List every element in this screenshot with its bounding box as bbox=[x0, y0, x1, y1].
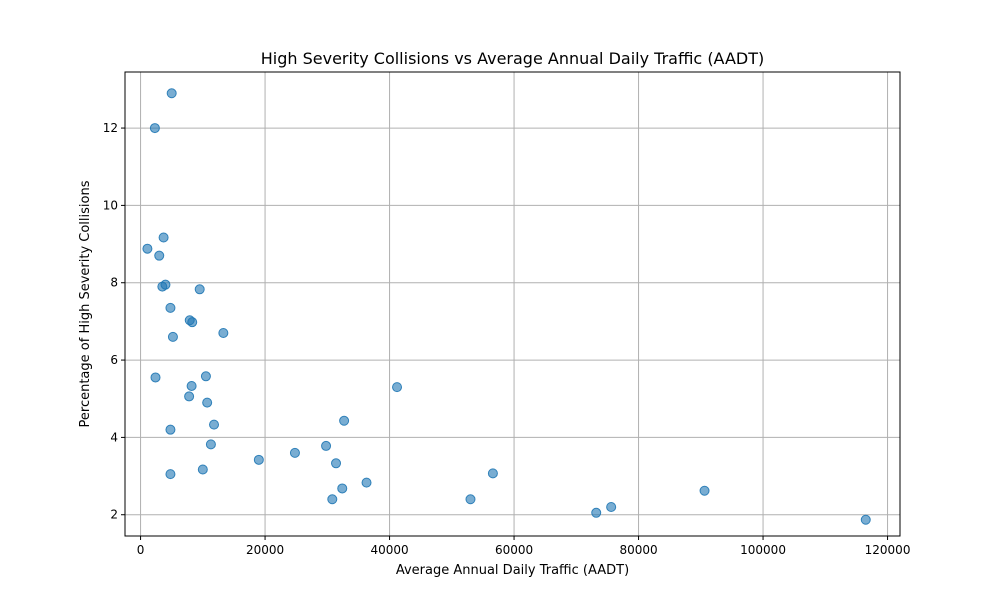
data-point bbox=[165, 469, 176, 480]
data-point bbox=[392, 382, 403, 393]
data-point bbox=[197, 464, 208, 475]
x-tick-label: 20000 bbox=[246, 543, 284, 557]
data-point bbox=[184, 391, 195, 402]
data-point bbox=[465, 494, 476, 505]
data-point bbox=[150, 372, 161, 383]
data-point bbox=[321, 440, 332, 451]
y-tick-label: 12 bbox=[103, 121, 118, 135]
data-point bbox=[361, 477, 372, 488]
data-point bbox=[154, 250, 165, 261]
y-tick-label: 4 bbox=[110, 430, 118, 444]
axis-ticks: 0 20000 40000 60000 80000 100000 120000 2 4 6 8 10 1… bbox=[103, 121, 911, 557]
data-point bbox=[289, 447, 300, 458]
data-point bbox=[339, 415, 350, 426]
x-tick-label: 100000 bbox=[740, 543, 786, 557]
data-point bbox=[165, 424, 176, 435]
data-point bbox=[165, 302, 176, 313]
data-point bbox=[591, 507, 602, 518]
data-point bbox=[860, 514, 871, 525]
data-point bbox=[606, 502, 617, 512]
x-tick-label: 40000 bbox=[370, 543, 408, 557]
data-point bbox=[331, 458, 342, 469]
data-point bbox=[166, 88, 177, 99]
data-point bbox=[142, 243, 153, 254]
y-tick-label: 6 bbox=[110, 353, 118, 367]
y-tick-label: 8 bbox=[110, 276, 118, 290]
data-point bbox=[253, 454, 264, 465]
data-point bbox=[200, 371, 211, 382]
data-point bbox=[327, 494, 338, 505]
grid-lines bbox=[125, 72, 900, 536]
data-point bbox=[487, 468, 498, 479]
y-tick-label: 10 bbox=[103, 198, 118, 212]
plot-frame bbox=[124, 71, 901, 537]
data-point bbox=[158, 232, 169, 243]
x-tick-label: 120000 bbox=[865, 543, 911, 557]
data-point bbox=[218, 328, 229, 338]
data-point bbox=[187, 317, 198, 328]
x-axis-label: Average Annual Daily Traffic (AADT) bbox=[396, 563, 629, 578]
data-point bbox=[149, 123, 160, 134]
data-point bbox=[167, 331, 178, 342]
y-tick-label: 2 bbox=[110, 508, 118, 522]
data-point bbox=[194, 284, 205, 295]
y-axis-label: Percentage of High Severity Collisions bbox=[78, 180, 93, 427]
data-point bbox=[202, 397, 213, 408]
data-points bbox=[142, 88, 871, 525]
x-tick-label: 0 bbox=[137, 543, 145, 557]
data-point bbox=[699, 485, 710, 496]
data-point bbox=[205, 439, 216, 450]
data-point bbox=[209, 419, 220, 430]
data-point bbox=[186, 380, 197, 391]
data-point bbox=[157, 281, 168, 292]
x-tick-label: 80000 bbox=[619, 543, 657, 557]
data-point bbox=[337, 483, 348, 494]
chart-title: High Severity Collisions vs Average Annu… bbox=[261, 49, 764, 68]
x-tick-label: 60000 bbox=[495, 543, 533, 557]
